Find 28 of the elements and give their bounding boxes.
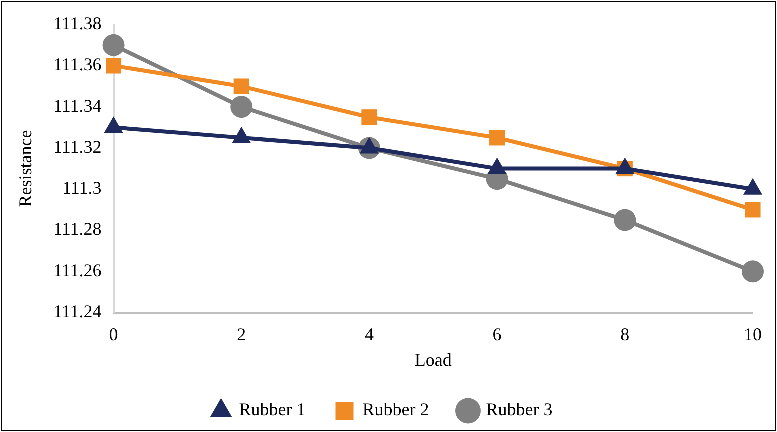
point bbox=[490, 130, 506, 146]
point bbox=[362, 110, 378, 126]
point bbox=[745, 202, 761, 218]
point bbox=[230, 96, 253, 118]
y-tick-label: 111.38 bbox=[54, 14, 102, 34]
y-tick-label: 111.3 bbox=[62, 178, 102, 198]
x-tick-label: 0 bbox=[109, 324, 118, 344]
x-tick-label: 4 bbox=[364, 324, 374, 344]
x-axis-title: Load bbox=[414, 350, 452, 370]
legend-label: Rubber 3 bbox=[486, 400, 553, 420]
y-tick-label: 111.32 bbox=[54, 136, 102, 157]
y-tick-label: 111.28 bbox=[54, 219, 102, 240]
point bbox=[742, 260, 764, 283]
y-tick-label: 111.36 bbox=[54, 54, 102, 75]
x-tick-label: 2 bbox=[237, 324, 246, 344]
point bbox=[234, 78, 250, 94]
point bbox=[106, 58, 122, 74]
x-tick-label: 8 bbox=[620, 324, 630, 344]
y-tick-label: 111.26 bbox=[54, 260, 102, 280]
x-tick-label: 6 bbox=[492, 324, 502, 344]
y-tick-label: 111.24 bbox=[54, 302, 102, 322]
point bbox=[102, 34, 125, 56]
y-axis-title: Resistance bbox=[16, 130, 36, 208]
point bbox=[614, 209, 636, 232]
legend-label: Rubber 2 bbox=[362, 400, 430, 420]
legend-label: Rubber 1 bbox=[239, 400, 306, 420]
x-tick-label: 10 bbox=[744, 324, 762, 344]
y-tick-label: 111.34 bbox=[54, 96, 102, 116]
